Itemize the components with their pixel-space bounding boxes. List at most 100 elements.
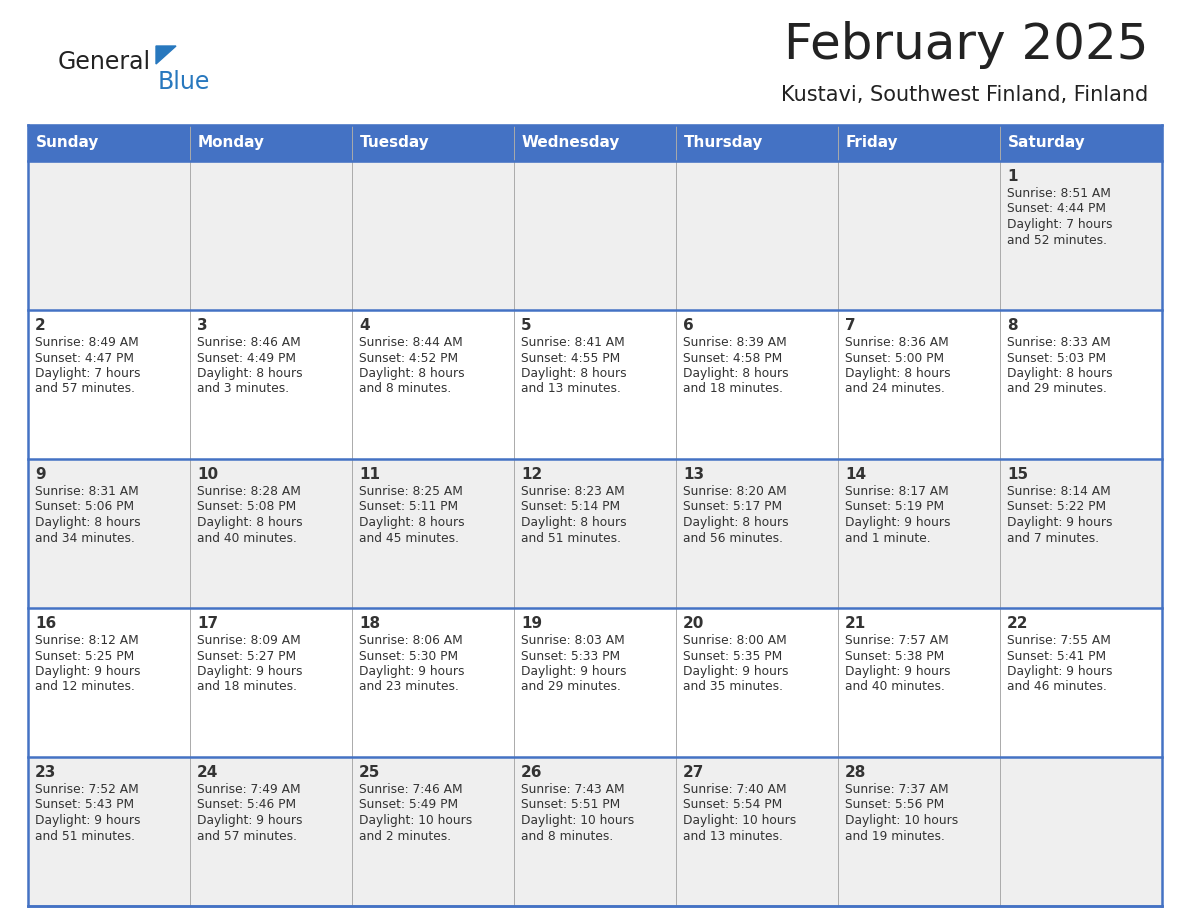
Text: Sunset: 4:47 PM: Sunset: 4:47 PM [34, 352, 134, 364]
Text: 23: 23 [34, 765, 56, 780]
Text: Sunrise: 7:40 AM: Sunrise: 7:40 AM [683, 783, 786, 796]
Text: and 1 minute.: and 1 minute. [845, 532, 930, 544]
Text: and 12 minutes.: and 12 minutes. [34, 680, 135, 693]
Text: Daylight: 9 hours: Daylight: 9 hours [683, 665, 789, 678]
Text: Sunrise: 7:55 AM: Sunrise: 7:55 AM [1007, 634, 1111, 647]
Text: Sunrise: 8:49 AM: Sunrise: 8:49 AM [34, 336, 139, 349]
Text: Sunrise: 8:09 AM: Sunrise: 8:09 AM [197, 634, 301, 647]
Text: 10: 10 [197, 467, 219, 482]
Text: Sunrise: 8:51 AM: Sunrise: 8:51 AM [1007, 187, 1111, 200]
Text: Daylight: 9 hours: Daylight: 9 hours [1007, 516, 1112, 529]
Text: Daylight: 9 hours: Daylight: 9 hours [34, 665, 140, 678]
Text: Sunrise: 8:14 AM: Sunrise: 8:14 AM [1007, 485, 1111, 498]
Text: 3: 3 [197, 318, 208, 333]
Text: February 2025: February 2025 [784, 21, 1148, 69]
Text: Daylight: 8 hours: Daylight: 8 hours [683, 367, 789, 380]
Text: Sunset: 5:06 PM: Sunset: 5:06 PM [34, 500, 134, 513]
Text: Sunrise: 8:33 AM: Sunrise: 8:33 AM [1007, 336, 1111, 349]
Text: and 13 minutes.: and 13 minutes. [683, 830, 783, 843]
Text: Sunrise: 8:39 AM: Sunrise: 8:39 AM [683, 336, 786, 349]
Text: and 29 minutes.: and 29 minutes. [1007, 383, 1107, 396]
Text: Daylight: 9 hours: Daylight: 9 hours [197, 665, 303, 678]
Text: 17: 17 [197, 616, 219, 631]
Text: 9: 9 [34, 467, 45, 482]
Text: Daylight: 8 hours: Daylight: 8 hours [197, 516, 303, 529]
Text: and 56 minutes.: and 56 minutes. [683, 532, 783, 544]
Text: Sunset: 5:41 PM: Sunset: 5:41 PM [1007, 650, 1106, 663]
Text: and 8 minutes.: and 8 minutes. [359, 383, 451, 396]
Text: and 13 minutes.: and 13 minutes. [522, 383, 621, 396]
Text: Saturday: Saturday [1007, 136, 1086, 151]
Text: 2: 2 [34, 318, 46, 333]
Text: Kustavi, Southwest Finland, Finland: Kustavi, Southwest Finland, Finland [781, 85, 1148, 105]
Text: and 40 minutes.: and 40 minutes. [845, 680, 944, 693]
Text: 13: 13 [683, 467, 704, 482]
Text: and 18 minutes.: and 18 minutes. [197, 680, 297, 693]
Text: Daylight: 10 hours: Daylight: 10 hours [522, 814, 634, 827]
Text: 4: 4 [359, 318, 369, 333]
Text: Sunset: 5:54 PM: Sunset: 5:54 PM [683, 799, 782, 812]
Text: and 18 minutes.: and 18 minutes. [683, 383, 783, 396]
Text: Sunset: 5:25 PM: Sunset: 5:25 PM [34, 650, 134, 663]
Polygon shape [156, 46, 176, 64]
Bar [29, 459, 1162, 608]
Text: and 35 minutes.: and 35 minutes. [683, 680, 783, 693]
Text: and 8 minutes.: and 8 minutes. [522, 830, 613, 843]
Text: and 51 minutes.: and 51 minutes. [522, 532, 621, 544]
Text: Sunset: 5:35 PM: Sunset: 5:35 PM [683, 650, 782, 663]
Text: Blue: Blue [158, 70, 210, 94]
Text: 12: 12 [522, 467, 542, 482]
Text: Sunrise: 8:28 AM: Sunrise: 8:28 AM [197, 485, 301, 498]
Text: and 2 minutes.: and 2 minutes. [359, 830, 451, 843]
Text: Sunset: 5:38 PM: Sunset: 5:38 PM [845, 650, 944, 663]
Text: and 23 minutes.: and 23 minutes. [359, 680, 459, 693]
Text: and 19 minutes.: and 19 minutes. [845, 830, 944, 843]
Text: and 40 minutes.: and 40 minutes. [197, 532, 297, 544]
Text: Sunset: 5:33 PM: Sunset: 5:33 PM [522, 650, 620, 663]
Text: and 45 minutes.: and 45 minutes. [359, 532, 459, 544]
Text: Sunrise: 7:49 AM: Sunrise: 7:49 AM [197, 783, 301, 796]
Text: Friday: Friday [846, 136, 898, 151]
Text: Sunrise: 8:12 AM: Sunrise: 8:12 AM [34, 634, 139, 647]
Text: 27: 27 [683, 765, 704, 780]
Text: and 3 minutes.: and 3 minutes. [197, 383, 289, 396]
Text: General: General [58, 50, 151, 74]
Text: Sunday: Sunday [36, 136, 100, 151]
Text: 6: 6 [683, 318, 694, 333]
Text: and 57 minutes.: and 57 minutes. [34, 383, 135, 396]
Text: Sunset: 5:56 PM: Sunset: 5:56 PM [845, 799, 944, 812]
Text: Daylight: 8 hours: Daylight: 8 hours [359, 516, 465, 529]
Text: Sunrise: 7:52 AM: Sunrise: 7:52 AM [34, 783, 139, 796]
Text: Sunset: 4:44 PM: Sunset: 4:44 PM [1007, 203, 1106, 216]
Text: 8: 8 [1007, 318, 1018, 333]
Text: Daylight: 8 hours: Daylight: 8 hours [359, 367, 465, 380]
Text: 22: 22 [1007, 616, 1029, 631]
Text: Daylight: 8 hours: Daylight: 8 hours [683, 516, 789, 529]
Text: and 57 minutes.: and 57 minutes. [197, 830, 297, 843]
Text: Sunset: 4:58 PM: Sunset: 4:58 PM [683, 352, 782, 364]
Text: 14: 14 [845, 467, 866, 482]
Text: 15: 15 [1007, 467, 1028, 482]
Text: Daylight: 8 hours: Daylight: 8 hours [197, 367, 303, 380]
Text: 24: 24 [197, 765, 219, 780]
Text: Sunset: 5:11 PM: Sunset: 5:11 PM [359, 500, 459, 513]
Text: 5: 5 [522, 318, 531, 333]
Text: Sunrise: 7:37 AM: Sunrise: 7:37 AM [845, 783, 949, 796]
Text: Daylight: 10 hours: Daylight: 10 hours [683, 814, 796, 827]
Text: and 24 minutes.: and 24 minutes. [845, 383, 944, 396]
Text: 11: 11 [359, 467, 380, 482]
Text: Sunset: 5:30 PM: Sunset: 5:30 PM [359, 650, 459, 663]
Text: Sunset: 5:00 PM: Sunset: 5:00 PM [845, 352, 944, 364]
Text: Daylight: 7 hours: Daylight: 7 hours [34, 367, 140, 380]
Text: 25: 25 [359, 765, 380, 780]
Text: and 52 minutes.: and 52 minutes. [1007, 233, 1107, 247]
Text: and 7 minutes.: and 7 minutes. [1007, 532, 1099, 544]
Text: Sunrise: 8:23 AM: Sunrise: 8:23 AM [522, 485, 625, 498]
Text: 20: 20 [683, 616, 704, 631]
Text: Sunset: 5:22 PM: Sunset: 5:22 PM [1007, 500, 1106, 513]
Text: Sunset: 4:49 PM: Sunset: 4:49 PM [197, 352, 296, 364]
Text: Daylight: 10 hours: Daylight: 10 hours [359, 814, 473, 827]
Bar [29, 161, 1162, 310]
Text: and 51 minutes.: and 51 minutes. [34, 830, 135, 843]
Text: Sunrise: 7:46 AM: Sunrise: 7:46 AM [359, 783, 462, 796]
